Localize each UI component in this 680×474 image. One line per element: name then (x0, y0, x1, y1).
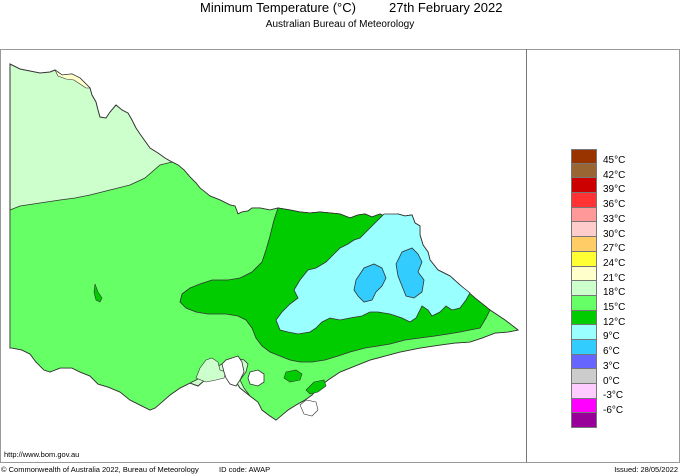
legend-swatch (571, 325, 597, 340)
region-12-15-patch-1 (283, 369, 303, 383)
legend-swatch (571, 398, 597, 414)
legend-label: 21°C (603, 272, 626, 284)
legend-label: 24°C (603, 257, 626, 269)
legend-divider (526, 49, 527, 462)
legend-swatch (571, 207, 597, 223)
legend-swatch (571, 266, 597, 282)
legend-label: 18°C (603, 287, 626, 299)
wilsons-prom-water (299, 399, 319, 417)
legend-label: 27°C (603, 243, 626, 255)
legend-swatch (571, 237, 597, 252)
victoria-temperature-map (9, 63, 520, 421)
map-subtitle: Australian Bureau of Meteorology (265, 19, 415, 30)
region-21-24 (54, 69, 91, 89)
region-12-15-patch-2 (305, 379, 327, 395)
legend-swatch (571, 178, 597, 194)
legend-label: 42°C (603, 169, 626, 181)
legend-label: -3°C (603, 390, 624, 402)
region-18-21-geelong (195, 357, 227, 383)
copyright-text: © Commonwealth of Australia 2022, Bureau… (1, 465, 199, 474)
legend-swatch (571, 149, 597, 164)
bom-url-link[interactable]: http://www.bom.gov.au (4, 450, 80, 459)
issued-date: Issued: 28/05/2022 (614, 465, 678, 474)
legend-swatch (571, 295, 597, 311)
legend-swatch (571, 251, 597, 267)
legend-label: -6°C (603, 404, 624, 416)
legend-label: 0°C (603, 375, 620, 387)
id-code: ID code: AWAP (219, 465, 271, 474)
legend-swatch (571, 163, 597, 179)
legend-swatch (571, 413, 597, 429)
region-6-9-east (395, 247, 425, 299)
legend-label: 9°C (603, 331, 620, 343)
legend-label: 39°C (603, 184, 626, 196)
legend-label: 12°C (603, 316, 626, 328)
region-12-15-patch-3 (93, 283, 103, 303)
legend-swatch (571, 354, 597, 370)
legend-swatch (571, 384, 597, 399)
legend-swatch (571, 222, 597, 238)
region-6-9-west (353, 263, 387, 303)
legend-swatch (571, 193, 597, 208)
legend-label: 45°C (603, 155, 626, 166)
legend-label: 3°C (603, 360, 620, 372)
legend-swatch (571, 369, 597, 384)
legend-label: 33°C (603, 213, 626, 225)
legend-swatch (571, 339, 597, 355)
legend-label: 36°C (603, 199, 626, 211)
temperature-legend (571, 149, 598, 429)
legend-swatch (571, 281, 597, 296)
legend-label: 15°C (603, 302, 626, 313)
legend-label: 30°C (603, 228, 626, 240)
port-phillip-bay (221, 355, 245, 387)
western-port (247, 369, 265, 387)
title-variable: Minimum Temperature (°C) (200, 0, 356, 15)
legend-label: 6°C (603, 346, 620, 358)
title-date: 27th February 2022 (389, 0, 503, 15)
legend-swatch (571, 310, 597, 326)
